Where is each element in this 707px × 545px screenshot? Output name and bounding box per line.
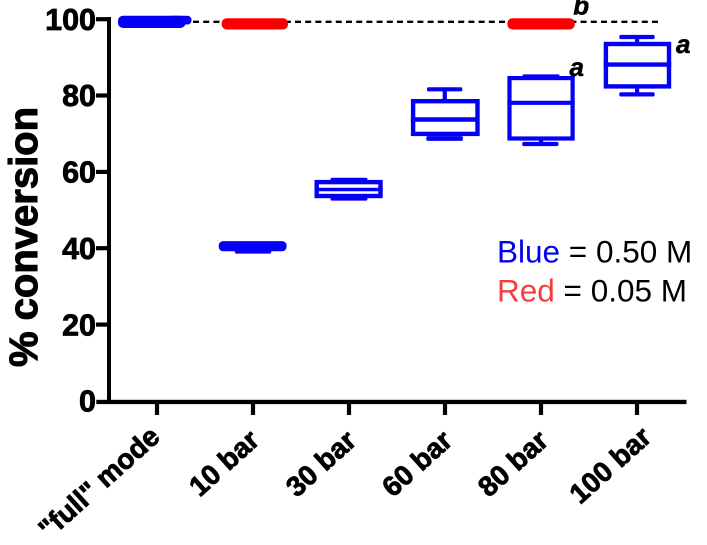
svg-text:a: a <box>570 52 584 82</box>
svg-text:b: b <box>573 0 589 21</box>
svg-text:20: 20 <box>62 308 96 342</box>
svg-text:100: 100 <box>45 3 96 37</box>
svg-text:a: a <box>676 29 690 59</box>
svg-text:Red = 0.05 M: Red = 0.05 M <box>497 272 687 308</box>
svg-text:60: 60 <box>62 156 96 190</box>
svg-text:% conversion: % conversion <box>2 107 46 367</box>
svg-text:Blue = 0.50 M: Blue = 0.50 M <box>497 234 692 270</box>
svg-text:80: 80 <box>62 79 96 113</box>
svg-text:0: 0 <box>79 385 96 419</box>
svg-text:40: 40 <box>62 232 96 266</box>
